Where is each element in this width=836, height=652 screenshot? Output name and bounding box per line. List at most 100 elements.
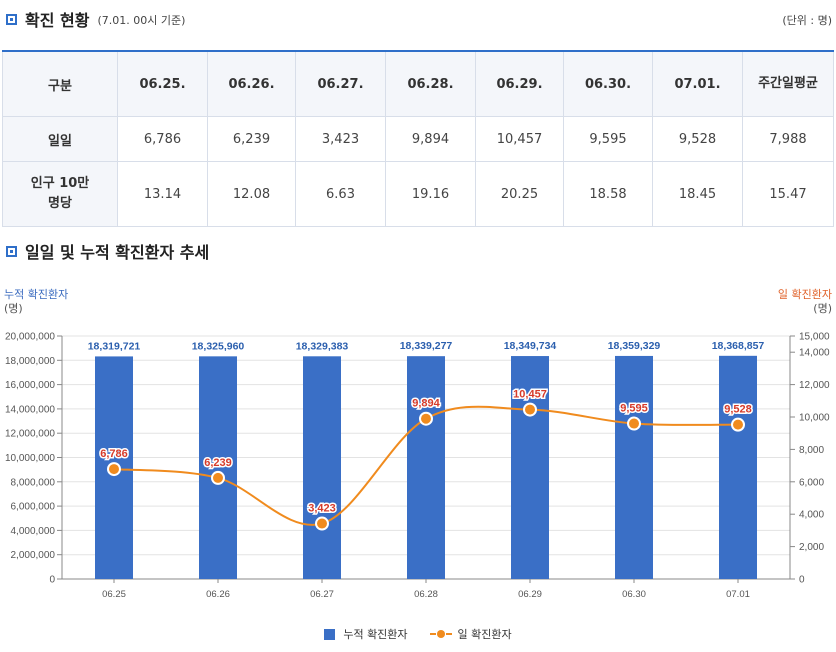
table-header-row: 구분 06.25. 06.26. 06.27. 06.28. 06.29. 06… [2,50,834,117]
daily-point [211,470,225,485]
right-tick-label: 12,000 [799,380,830,391]
legend-label: 일 확진환자 [457,628,512,641]
table-row: 인구 10만명당 13.14 12.08 6.63 19.16 20.25 18… [2,161,834,227]
right-tick-label: 10,000 [799,413,830,424]
legend-label: 누적 확진환자 [343,628,408,641]
bar-swatch-icon [324,628,336,640]
right-tick-label: 8,000 [799,445,824,456]
left-tick-label: 12,000,000 [5,429,55,440]
table-cell: 6,786 [117,116,208,162]
bar [719,355,757,579]
bar-value-label: 18,349,734 [504,340,557,352]
col-header: 06.26. [207,50,296,117]
daily-value-label: 6,239 [204,457,232,469]
row-header: 인구 10만명당 [2,161,118,227]
section-title: 일일 및 누적 확진환자 추세 [25,243,210,262]
right-tick-label: 6,000 [799,477,824,488]
table-cell: 7,988 [742,116,834,162]
row-header: 일일 [2,116,118,162]
section-bullet-icon [6,13,17,25]
line-swatch-icon [429,629,452,639]
bar [407,356,445,579]
bar [199,356,237,579]
bar [303,356,341,579]
section-bullet-icon [6,245,17,257]
daily-point [731,417,745,432]
x-tick-label: 06.29 [518,589,542,600]
col-header: 06.29. [475,50,564,117]
bar-value-label: 18,359,329 [608,340,661,352]
col-header: 07.01. [652,50,743,117]
bar-value-label: 18,325,960 [192,340,245,352]
x-tick-label: 06.28 [414,589,438,600]
table-cell: 6,239 [207,116,296,162]
daily-value-label: 6,786 [100,448,128,460]
base-date-note: (7.01. 00시 기준) [97,14,186,27]
bar-value-label: 18,329,383 [296,340,349,352]
legend-item-daily[interactable]: 일 확진환자 [429,626,512,642]
section-trend-header: 일일 및 누적 확진환자 추세 [6,240,209,262]
right-tick-label: 14,000 [799,348,830,359]
table-cell: 19.16 [385,161,476,227]
left-axis-title: 누적 확진환자 (명) [4,288,69,315]
table-cell: 12.08 [207,161,296,227]
left-tick-label: 18,000,000 [5,356,55,367]
bar-value-label: 18,368,857 [712,340,765,352]
table-cell: 3,423 [295,116,386,162]
right-tick-label: 4,000 [799,510,824,521]
x-tick-label: 07.01 [726,589,750,600]
daily-value-label: 3,423 [308,503,336,515]
trend-chart: 0 2,000,000 4,000,000 6,000,000 8,000,000 10,… [5,332,830,601]
daily-point [315,516,329,531]
col-header: 06.30. [563,50,653,117]
chart-legend: 누적 확진환자 일 확진환자 [0,626,836,642]
table-cell: 13.14 [117,161,208,227]
table-cell: 10,457 [475,116,564,162]
left-tick-label: 6,000,000 [11,502,56,513]
left-tick-label: 4,000,000 [11,526,56,537]
table-cell: 18.45 [652,161,743,227]
col-header: 06.28. [385,50,476,117]
x-tick-label: 06.25 [102,589,126,600]
daily-value-label: 9,595 [620,403,648,415]
bar-value-label: 18,319,721 [88,340,141,352]
bar [511,356,549,579]
section-confirmed-header: 확진 현황 (7.01. 00시 기준) [6,8,185,30]
legend-item-cumulative[interactable]: 누적 확진환자 [324,626,408,642]
right-tick-label: 2,000 [799,542,824,553]
table-cell: 20.25 [475,161,564,227]
daily-value-label: 10,457 [513,389,547,401]
unit-note: (단위 : 명) [782,14,832,27]
left-tick-label: 2,000,000 [11,550,56,561]
confirmed-table: 구분 06.25. 06.26. 06.27. 06.28. 06.29. 06… [2,50,834,227]
left-tick-label: 20,000,000 [5,332,55,343]
col-header: 06.27. [295,50,386,117]
left-tick-label: 10,000,000 [5,453,55,464]
bar-value-label: 18,339,277 [400,340,453,352]
section-title: 확진 현황 [25,11,90,30]
x-tick-label: 06.30 [622,589,646,600]
table-row: 일일 6,786 6,239 3,423 9,894 10,457 9,595 … [2,116,834,162]
table-cell: 18.58 [563,161,653,227]
daily-value-label: 9,528 [724,404,752,416]
table-cell: 9,894 [385,116,476,162]
table-cell: 15.47 [742,161,834,227]
table-cell: 9,528 [652,116,743,162]
col-header: 구분 [2,50,118,117]
right-tick-label: 0 [799,575,805,586]
table-cell: 6.63 [295,161,386,227]
daily-point [107,462,121,477]
x-tick-label: 06.27 [310,589,334,600]
col-header: 주간일평균 [742,50,834,117]
daily-point [523,402,537,417]
table-cell: 9,595 [563,116,653,162]
daily-point [419,411,433,426]
right-tick-label: 15,000 [799,332,830,343]
left-tick-label: 0 [49,575,55,586]
x-tick-label: 06.26 [206,589,230,600]
bar [615,355,653,579]
daily-point [627,416,641,431]
col-header: 06.25. [117,50,208,117]
daily-value-label: 9,894 [412,398,440,410]
left-tick-label: 16,000,000 [5,380,55,391]
